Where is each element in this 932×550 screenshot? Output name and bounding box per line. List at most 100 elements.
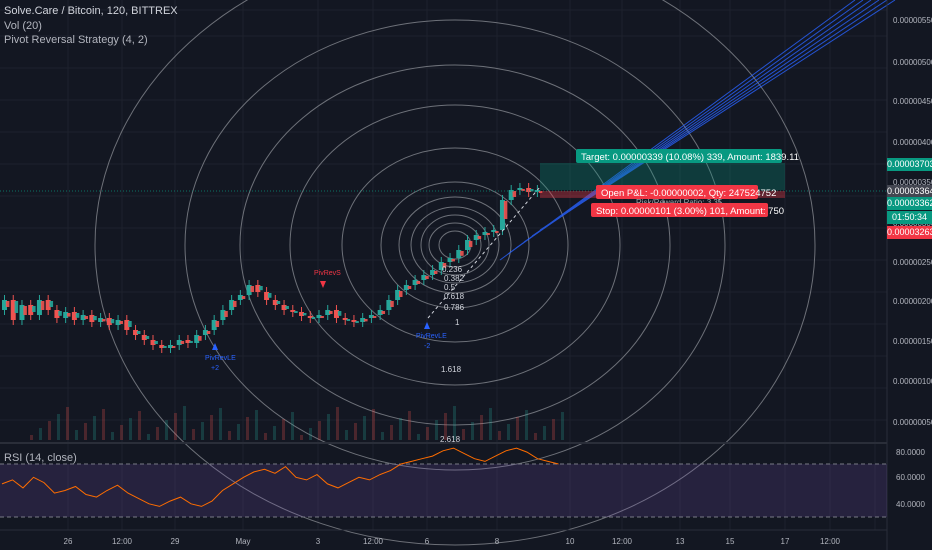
- candle-body: [58, 311, 62, 316]
- short-signal-arrow: [320, 281, 326, 288]
- fib-circle: [410, 206, 500, 284]
- candle-body: [176, 340, 182, 345]
- candle-body: [299, 312, 305, 316]
- time-tick: 6: [425, 537, 430, 546]
- candle-body: [517, 188, 523, 190]
- candle-body: [198, 336, 202, 341]
- volume-bar: [462, 429, 465, 440]
- stop-label: Stop: 0.00000101 (3.00%) 101, Amount: 75…: [596, 206, 784, 217]
- candle-body: [211, 320, 217, 330]
- volume-bar: [534, 433, 537, 440]
- fan-lines: [499, 0, 896, 261]
- rsi-axis[interactable]: 80.0000 60.0000 40.0000: [896, 448, 925, 509]
- candle-body: [346, 319, 351, 321]
- candle-body: [403, 285, 409, 290]
- rsi-indicator-label[interactable]: RSI (14, close): [4, 452, 77, 464]
- candle-body: [281, 305, 287, 310]
- candle-body: [133, 330, 139, 335]
- volume-bar: [363, 416, 366, 440]
- volume-bar: [291, 412, 294, 440]
- candle-body: [220, 310, 226, 320]
- strategy-label[interactable]: Pivot Reversal Strategy (4, 2): [4, 34, 148, 46]
- volume-bar: [498, 431, 501, 440]
- price-tick: 0.00000450: [893, 97, 932, 106]
- candle-body: [45, 300, 51, 310]
- volume-bar: [174, 413, 177, 440]
- candle-body: [456, 250, 462, 258]
- price-tick: 0.00000150: [893, 337, 932, 346]
- risk-reward-label: Risk/Reward Ratio: 3.35: [636, 198, 723, 207]
- rsi-tick: 60.0000: [896, 473, 925, 482]
- volume-bar: [561, 412, 564, 440]
- candle-body: [171, 346, 176, 348]
- candle-body: [451, 259, 455, 262]
- volume-indicator-label[interactable]: Vol (20): [4, 20, 42, 32]
- target-label: Target: 0.00000339 (10.08%) 339, Amount:…: [581, 152, 799, 163]
- candle-body: [395, 290, 401, 300]
- candle-body: [307, 316, 313, 318]
- candle-body: [259, 286, 263, 291]
- fib-circle: [184, 19, 726, 471]
- candle-body: [63, 312, 69, 318]
- candle-body: [333, 310, 339, 318]
- stop-label-box: [591, 203, 768, 217]
- volume-bar: [453, 406, 456, 440]
- candle-body: [442, 263, 447, 268]
- volume-bar: [309, 428, 312, 440]
- candle-body: [460, 251, 464, 256]
- candle-body: [381, 311, 386, 314]
- candle-body: [49, 301, 54, 307]
- candle-body: [75, 313, 80, 318]
- long-signal-arrow-1: [212, 343, 218, 350]
- volume-bar: [435, 420, 438, 440]
- target-label-box: [576, 149, 782, 163]
- candle-body: [491, 230, 497, 232]
- fib-level-label: 0.236: [442, 265, 463, 274]
- price-tick: 0.00000550: [893, 16, 932, 25]
- price-tick: 0.00000500: [893, 58, 932, 67]
- candle-body: [98, 318, 104, 322]
- symbol-title[interactable]: Solve.Care / Bitcoin, 120, BITTREX: [4, 5, 178, 17]
- candle-body: [101, 319, 106, 322]
- candle-body: [36, 300, 42, 315]
- candle-body: [93, 316, 97, 321]
- candle-body: [390, 301, 394, 307]
- volume-bar: [147, 434, 150, 440]
- fib-level-label: 0.5: [444, 283, 456, 292]
- candle-body: [32, 306, 36, 312]
- candle-body: [189, 341, 193, 343]
- candle-body: [10, 300, 16, 320]
- candle-body: [202, 330, 208, 335]
- volume-bar: [507, 424, 510, 440]
- volume-bar: [543, 426, 546, 440]
- open-pl-box: [596, 185, 758, 199]
- volume-bar: [525, 410, 528, 440]
- fib-circle: [94, 0, 816, 546]
- candle-body: [477, 236, 482, 239]
- candle-body: [180, 341, 185, 344]
- candle-body: [229, 300, 235, 310]
- time-axis[interactable]: 26 12:00 29 May 3 12:00 6 8 10 12:00 13 15 17 12:00: [64, 537, 841, 546]
- candle-body: [224, 311, 228, 317]
- volume-bar: [228, 431, 231, 440]
- candle-body: [302, 313, 307, 316]
- volume-bar: [336, 407, 339, 440]
- volume-bar: [345, 430, 348, 440]
- time-tick: 26: [64, 537, 73, 546]
- candle-body: [241, 296, 246, 299]
- candle-body: [407, 286, 412, 289]
- fib-level-label: 0.382: [444, 274, 465, 283]
- candle-body: [128, 321, 132, 327]
- volume-bar: [327, 414, 330, 440]
- candle-body: [499, 200, 505, 230]
- candle-body: [526, 188, 532, 192]
- volume-bar: [93, 416, 96, 440]
- candle-body: [337, 311, 342, 316]
- candle-body: [119, 321, 123, 324]
- candle-body: [2, 300, 7, 310]
- candle-body: [80, 315, 86, 320]
- candle-body: [438, 262, 444, 270]
- price-tick: 0.00000250: [893, 258, 932, 267]
